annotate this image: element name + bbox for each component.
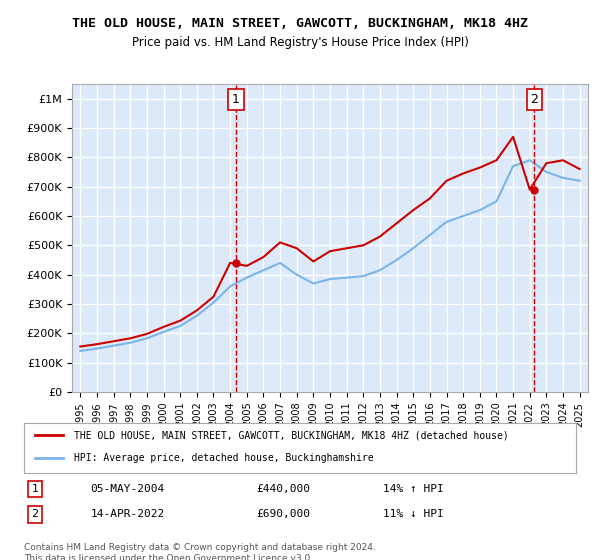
Text: 2: 2 xyxy=(530,93,538,106)
Text: 14% ↑ HPI: 14% ↑ HPI xyxy=(383,484,443,494)
Text: Price paid vs. HM Land Registry's House Price Index (HPI): Price paid vs. HM Land Registry's House … xyxy=(131,36,469,49)
Text: £690,000: £690,000 xyxy=(256,509,310,519)
Text: 11% ↓ HPI: 11% ↓ HPI xyxy=(383,509,443,519)
Text: 05-MAY-2004: 05-MAY-2004 xyxy=(90,484,164,494)
Text: Contains HM Land Registry data © Crown copyright and database right 2024.
This d: Contains HM Land Registry data © Crown c… xyxy=(24,543,376,560)
Text: 1: 1 xyxy=(32,484,38,494)
Text: 1: 1 xyxy=(232,93,240,106)
Text: HPI: Average price, detached house, Buckinghamshire: HPI: Average price, detached house, Buck… xyxy=(74,453,373,463)
Text: THE OLD HOUSE, MAIN STREET, GAWCOTT, BUCKINGHAM, MK18 4HZ (detached house): THE OLD HOUSE, MAIN STREET, GAWCOTT, BUC… xyxy=(74,431,508,440)
Text: £440,000: £440,000 xyxy=(256,484,310,494)
Text: THE OLD HOUSE, MAIN STREET, GAWCOTT, BUCKINGHAM, MK18 4HZ: THE OLD HOUSE, MAIN STREET, GAWCOTT, BUC… xyxy=(72,17,528,30)
Text: 2: 2 xyxy=(31,509,38,519)
Text: 14-APR-2022: 14-APR-2022 xyxy=(90,509,164,519)
